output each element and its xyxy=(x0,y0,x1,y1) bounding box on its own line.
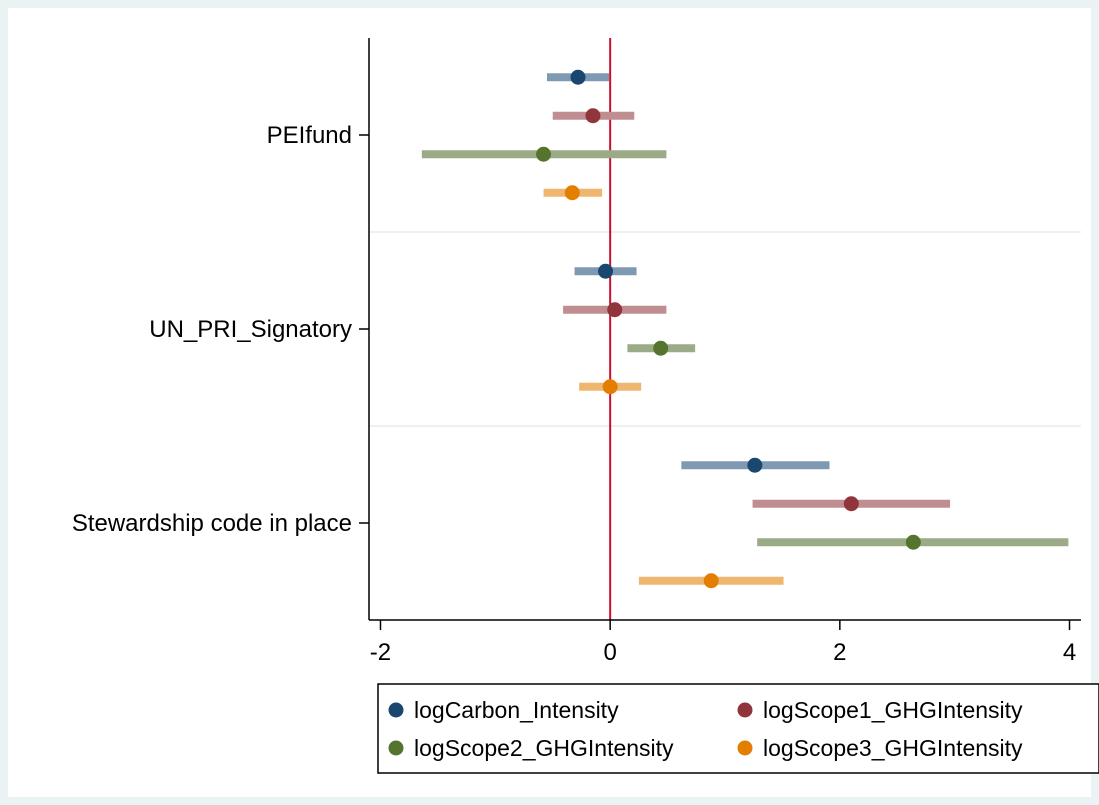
legend-label: logScope1_GHGIntensity xyxy=(763,697,1023,723)
point-estimate xyxy=(564,185,580,201)
point-estimate xyxy=(747,457,763,473)
legend-label: logScope2_GHGIntensity xyxy=(414,735,674,761)
point-estimate xyxy=(598,263,614,279)
legend-marker xyxy=(737,740,753,756)
x-tick-label: 4 xyxy=(1063,639,1076,666)
legend-marker xyxy=(388,702,404,718)
figure-background xyxy=(8,8,1091,797)
legend-marker xyxy=(737,702,753,718)
point-estimate xyxy=(607,302,623,318)
x-tick-label: 2 xyxy=(833,639,846,666)
point-estimate xyxy=(703,573,719,589)
plot-area: -2 0 2 4 PEIfund UN_PRI_Signatory Stewardship … xyxy=(72,38,1081,666)
category-label: Stewardship code in place xyxy=(72,510,352,537)
legend-marker xyxy=(388,740,404,756)
legend-label: logScope3_GHGIntensity xyxy=(763,735,1023,761)
point-estimate xyxy=(585,108,601,124)
legend-label: logCarbon_Intensity xyxy=(414,697,619,723)
point-estimate xyxy=(905,534,921,550)
category-label: UN_PRI_Signatory xyxy=(149,316,352,343)
point-estimate xyxy=(536,146,552,162)
category-label: PEIfund xyxy=(267,122,352,149)
point-estimate xyxy=(602,379,618,395)
legend: logCarbon_Intensity logScope1_GHGIntensit… xyxy=(377,683,1099,774)
point-estimate xyxy=(843,496,859,512)
legend-box xyxy=(377,683,1099,774)
point-estimate xyxy=(653,340,669,356)
x-tick-label: 0 xyxy=(603,639,616,666)
x-tick-label: -2 xyxy=(370,639,391,666)
point-estimate xyxy=(570,69,586,85)
